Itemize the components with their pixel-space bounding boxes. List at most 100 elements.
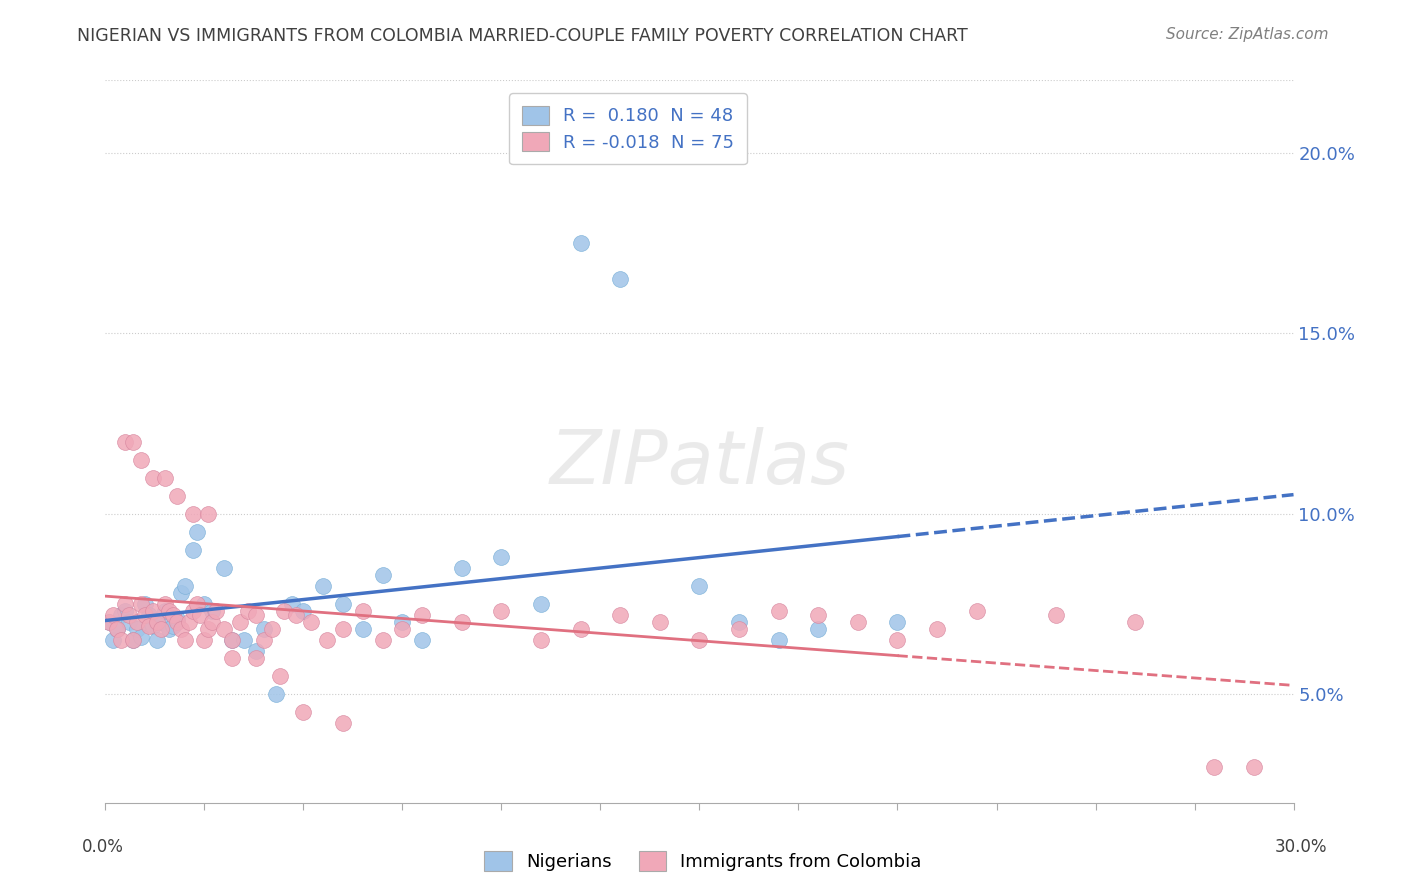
Point xyxy=(411,607,433,622)
Legend: R =  0.180  N = 48, R = -0.018  N = 75: R = 0.180 N = 48, R = -0.018 N = 75 xyxy=(509,93,747,164)
Point xyxy=(129,630,152,644)
Point xyxy=(110,607,132,622)
Point xyxy=(146,615,169,630)
Point xyxy=(236,604,259,618)
Point xyxy=(530,633,553,648)
Point xyxy=(122,633,145,648)
Point xyxy=(280,597,302,611)
Point xyxy=(233,633,256,648)
Point xyxy=(173,633,195,648)
Point xyxy=(142,619,165,633)
Point xyxy=(316,633,339,648)
Point xyxy=(648,615,671,630)
Point xyxy=(134,607,156,622)
Point xyxy=(245,651,267,665)
Point xyxy=(299,615,322,630)
Point xyxy=(153,597,176,611)
Point xyxy=(114,604,136,618)
Point xyxy=(807,623,830,637)
Point xyxy=(142,604,165,618)
Point xyxy=(966,604,988,618)
Point xyxy=(284,607,307,622)
Point xyxy=(129,452,152,467)
Point xyxy=(153,471,176,485)
Point xyxy=(1123,615,1146,630)
Point xyxy=(391,615,413,630)
Point xyxy=(98,615,121,630)
Point xyxy=(105,623,128,637)
Point xyxy=(181,604,204,618)
Point xyxy=(197,507,219,521)
Point xyxy=(205,604,228,618)
Point xyxy=(149,615,172,630)
Point xyxy=(1204,760,1226,774)
Point xyxy=(253,633,276,648)
Point xyxy=(609,272,631,286)
Point xyxy=(245,607,267,622)
Point xyxy=(925,623,948,637)
Point xyxy=(609,607,631,622)
Point xyxy=(138,619,160,633)
Point xyxy=(193,597,215,611)
Point xyxy=(214,623,236,637)
Text: 0.0%: 0.0% xyxy=(82,838,124,855)
Point xyxy=(98,615,121,630)
Point xyxy=(134,597,156,611)
Point xyxy=(352,604,374,618)
Point xyxy=(332,716,354,731)
Point xyxy=(886,615,908,630)
Point xyxy=(292,604,315,618)
Point xyxy=(127,615,149,630)
Point xyxy=(450,615,472,630)
Point xyxy=(689,633,711,648)
Point xyxy=(221,651,243,665)
Point xyxy=(146,633,169,648)
Point xyxy=(173,579,195,593)
Point xyxy=(166,489,188,503)
Point xyxy=(221,633,243,648)
Point xyxy=(127,623,149,637)
Point xyxy=(728,615,751,630)
Point xyxy=(153,604,176,618)
Point xyxy=(162,607,184,622)
Point xyxy=(273,604,295,618)
Point xyxy=(1045,607,1067,622)
Point xyxy=(450,561,472,575)
Legend: Nigerians, Immigrants from Colombia: Nigerians, Immigrants from Colombia xyxy=(477,844,929,879)
Point xyxy=(166,611,188,625)
Point xyxy=(166,615,188,630)
Point xyxy=(292,706,315,720)
Point xyxy=(114,597,136,611)
Point xyxy=(332,597,354,611)
Point xyxy=(807,607,830,622)
Point xyxy=(371,568,394,582)
Point xyxy=(391,623,413,637)
Point xyxy=(138,607,160,622)
Point xyxy=(846,615,869,630)
Point xyxy=(260,623,283,637)
Point xyxy=(371,633,394,648)
Point xyxy=(105,623,128,637)
Point xyxy=(245,644,267,658)
Point xyxy=(103,633,125,648)
Point xyxy=(157,604,180,618)
Text: 30.0%: 30.0% xyxy=(1274,838,1327,855)
Point xyxy=(193,633,215,648)
Point xyxy=(689,579,711,593)
Point xyxy=(162,619,184,633)
Point xyxy=(103,607,125,622)
Point xyxy=(181,507,204,521)
Text: NIGERIAN VS IMMIGRANTS FROM COLOMBIA MARRIED-COUPLE FAMILY POVERTY CORRELATION C: NIGERIAN VS IMMIGRANTS FROM COLOMBIA MAR… xyxy=(77,27,969,45)
Point xyxy=(332,623,354,637)
Point xyxy=(129,597,152,611)
Point xyxy=(411,633,433,648)
Text: ZIPatlas: ZIPatlas xyxy=(550,427,849,500)
Point xyxy=(530,597,553,611)
Point xyxy=(491,550,513,565)
Text: Source: ZipAtlas.com: Source: ZipAtlas.com xyxy=(1166,27,1329,42)
Point xyxy=(264,687,287,701)
Point xyxy=(190,607,212,622)
Point xyxy=(114,434,136,449)
Point xyxy=(312,579,335,593)
Point xyxy=(110,633,132,648)
